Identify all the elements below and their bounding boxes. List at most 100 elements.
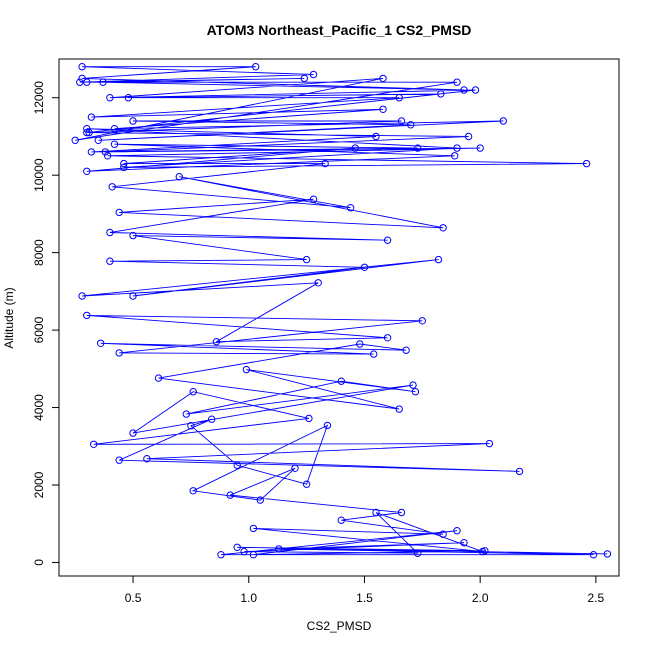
data-point (499, 117, 507, 125)
data-point (78, 74, 86, 83)
data-point (407, 121, 415, 129)
data-point (187, 422, 195, 430)
data-point (418, 317, 426, 325)
y-tick-label: 2000 (32, 471, 46, 498)
data-point (106, 94, 114, 102)
data-point (478, 547, 487, 556)
x-axis-label: CS2_PMSD (307, 619, 372, 633)
data-point (291, 464, 299, 472)
data-point (83, 128, 91, 137)
data-point (212, 338, 221, 346)
data-point (356, 340, 364, 348)
data-point (87, 113, 96, 121)
data-point (83, 167, 91, 176)
data-point (309, 195, 318, 203)
data-point (372, 132, 380, 141)
data-point (397, 117, 406, 125)
data-point (115, 208, 123, 217)
data-point (437, 90, 445, 98)
data-point (124, 94, 133, 102)
data-point (83, 311, 91, 320)
plot-frame (58, 58, 620, 577)
data-point (189, 388, 197, 396)
data-point (83, 125, 91, 133)
data-point (451, 152, 459, 160)
data-point (360, 263, 369, 271)
x-axis: 0.5 1.0 1.5 2.0 2.5 (125, 575, 605, 605)
data-point (83, 78, 91, 86)
data-point (582, 159, 591, 168)
data-point (460, 539, 468, 547)
x-tick-label: 0.5 (125, 591, 142, 605)
data-point (242, 365, 251, 374)
data-point (397, 508, 406, 517)
y-tick-label: 12000 (32, 81, 46, 115)
data-point (97, 339, 105, 347)
data-point (314, 279, 322, 287)
y-tick-label: 0 (32, 559, 46, 566)
data-point (115, 456, 123, 464)
data-point (249, 524, 258, 533)
data-point (252, 62, 260, 71)
data-point (603, 550, 612, 558)
data-point (71, 136, 79, 145)
series-layer (71, 62, 612, 559)
data-point (414, 549, 422, 557)
x-tick-label: 1.0 (240, 591, 257, 605)
data-point (395, 94, 403, 102)
y-tick-label: 6000 (32, 316, 46, 343)
x-tick-label: 1.5 (356, 591, 373, 605)
data-point (154, 374, 163, 382)
data-point (439, 530, 447, 538)
data-point (99, 78, 107, 86)
data-point (233, 461, 241, 469)
data-point (106, 257, 114, 265)
data-point (383, 236, 392, 244)
data-point (305, 414, 313, 423)
data-point (346, 204, 355, 212)
data-point (182, 410, 191, 418)
data-point (414, 144, 422, 152)
data-point (321, 159, 329, 168)
data-point (323, 421, 332, 430)
data-point (337, 516, 345, 524)
data-point (110, 140, 119, 148)
data-point (110, 125, 119, 133)
data-point (233, 543, 241, 551)
data-point (453, 144, 461, 152)
data-point (256, 496, 264, 504)
y-tick-label: 8000 (32, 239, 46, 266)
data-point (120, 163, 128, 172)
series-line (75, 66, 608, 556)
data-point (129, 429, 137, 437)
data-point (372, 508, 380, 517)
data-point (589, 551, 598, 559)
data-point (370, 350, 378, 358)
data-point (471, 86, 480, 94)
chart-title: ATOM3 Northeast_Pacific_1 CS2_PMSD (207, 22, 472, 38)
data-point (302, 480, 311, 488)
data-point (106, 228, 114, 237)
data-point (108, 183, 116, 191)
data-point (129, 292, 137, 300)
data-point (434, 255, 443, 264)
data-point (189, 487, 197, 495)
data-point (383, 334, 392, 342)
data-point (300, 74, 308, 83)
data-point (379, 74, 387, 83)
data-point (129, 117, 137, 125)
data-point (460, 86, 468, 94)
data-point (337, 377, 345, 385)
data-point (94, 136, 103, 145)
data-point (76, 78, 84, 86)
data-point (275, 545, 283, 553)
data-point (379, 105, 387, 114)
data-point (515, 467, 524, 476)
data-point (175, 173, 184, 181)
data-point (395, 405, 403, 413)
data-point (409, 381, 417, 389)
data-point (439, 224, 447, 232)
data-point (464, 132, 473, 141)
